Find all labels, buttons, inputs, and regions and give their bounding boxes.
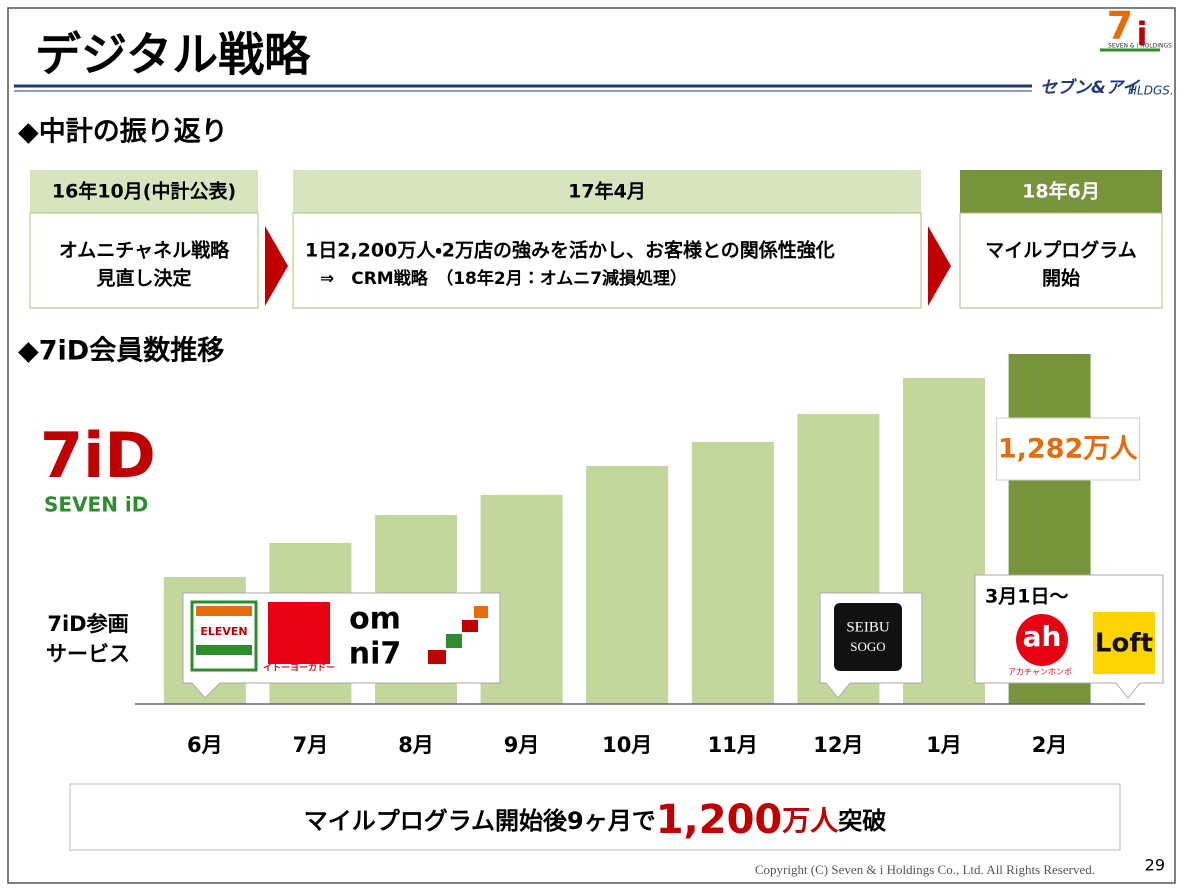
logo-text: ni7 (349, 637, 402, 672)
logo-text: om (349, 602, 401, 637)
logo-text: SEIBU (846, 619, 890, 635)
logo-mark: 7 (1107, 4, 1133, 48)
page-number: 29 (1145, 856, 1165, 875)
start-date: 3月1日～ (985, 586, 1068, 608)
step-text: 見直し決定 (96, 267, 191, 290)
logo-text: SEVEN & i HOLDINGS (1108, 43, 1172, 50)
logo-text: ah (1023, 620, 1062, 653)
step-text: 1日2,200万人・2万店の強みを活かし、お客様との関係性強化 (305, 239, 835, 262)
x-tick-label: 1月 (926, 733, 962, 757)
service-label: 7iD参画 (47, 612, 128, 636)
summary-text: 突破 (838, 807, 886, 835)
x-tick-label: 9月 (504, 733, 540, 757)
step-box (292, 212, 922, 309)
summary-text: マイルプログラム開始後9ヶ月で (304, 807, 656, 835)
x-tick-label: 10月 (602, 733, 652, 757)
step-header (960, 170, 1162, 213)
step-box (959, 212, 1163, 309)
section-heading: ◆中計の振り返り (18, 117, 228, 148)
logo-text: Loft (1095, 629, 1153, 659)
logo-mark: i (1137, 15, 1148, 53)
x-tick-label: 2月 (1032, 733, 1068, 757)
title: デジタル戦略 (35, 28, 311, 82)
logo-text: HLDGS. (1128, 84, 1174, 98)
summary-box (69, 783, 1121, 851)
x-tick-label: 6月 (187, 733, 223, 757)
callout: SEIBU SOGO (819, 592, 923, 699)
callout: ELEVEN イトーヨーカドー om ni7 (182, 592, 501, 699)
x-tick-label: 7月 (293, 733, 329, 757)
arrow (265, 226, 288, 306)
logo-text: ELEVEN (200, 625, 247, 638)
bar (691, 441, 774, 704)
step-date: 17年4月 (568, 180, 646, 203)
step-text: オムニチャネル戦略 (59, 239, 230, 262)
summary: マイルプログラム開始後9ヶ月で1,200万人突破 (304, 797, 887, 843)
x-tick-label: 11月 (708, 733, 758, 757)
x-tick-label: 12月 (813, 733, 863, 757)
step-header (293, 170, 921, 213)
summary-number: 1,200 (656, 797, 783, 843)
logo-text: セブン&アイ (1040, 78, 1141, 98)
service-label: サービス (46, 642, 130, 666)
copyright: Copyright (C) Seven & i Holdings Co., Lt… (755, 862, 1095, 877)
summary-unit: 万人 (782, 804, 839, 837)
callout: 3月1日～ ah アカチャンホンポ Loft (974, 574, 1164, 699)
chart-title: ◆7iD会員数推移 (18, 336, 224, 367)
step-text: 開始 (1042, 267, 1080, 290)
logo-7id: 7iD (40, 419, 156, 492)
arrow (928, 226, 951, 306)
logo-text: イトーヨーカドー (263, 663, 335, 674)
step-text: マイルプログラム (985, 239, 1136, 262)
logo-text: SOGO (850, 639, 885, 654)
step-box (29, 212, 259, 309)
value-label: 1,282万人 (998, 434, 1138, 465)
logo-text: アカチャンホンポ (1008, 668, 1072, 677)
step-date: 16年10月(中計公表) (52, 180, 236, 203)
logo-7id-text: SEVEN iD (44, 493, 148, 517)
step-date: 18年6月 (1022, 180, 1100, 203)
step-header (30, 170, 258, 213)
x-tick-label: 8月 (398, 733, 434, 757)
step-text: ⇒ CRM戦略 （18年2月：オムニ7減損処理） (320, 268, 687, 289)
bar (586, 465, 669, 704)
value-label-box (996, 417, 1141, 481)
